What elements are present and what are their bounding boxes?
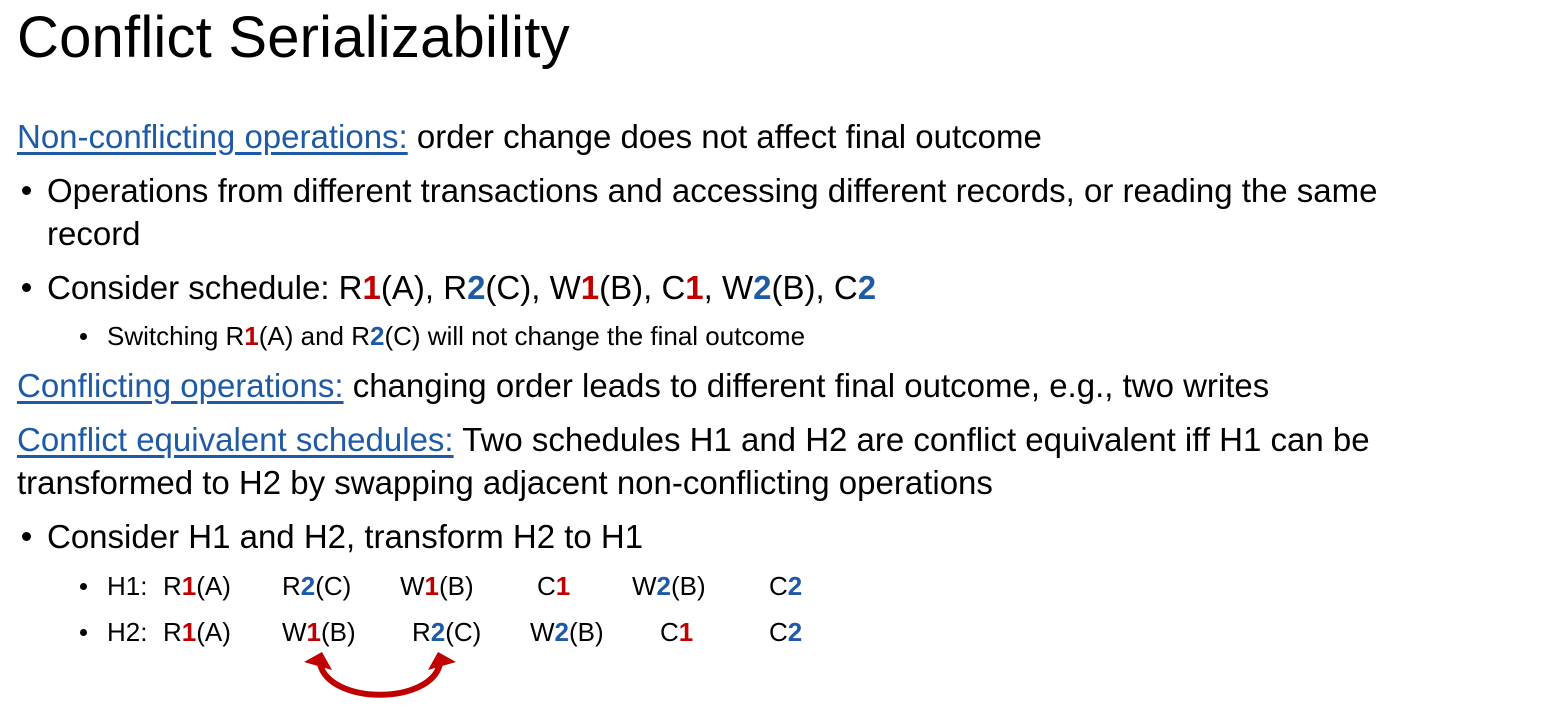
bullet-consider-h1-h2: Consider H1 and H2, transform H2 to H1 (47, 518, 644, 555)
slide-title: Conflict Serializability (17, 5, 570, 70)
h2-op: C1 (660, 617, 694, 647)
h1-op: R2(C) (282, 571, 352, 601)
txn1-number: 1 (580, 269, 600, 306)
equivalent-term: Conflict equivalent schedules: (17, 421, 454, 458)
sub-bullet-dot (80, 629, 87, 636)
h1-operation: R1(A) (163, 571, 231, 602)
h1-operation: W1(B) (400, 571, 474, 602)
nonconflicting-term: Non-conflicting operations: (17, 118, 408, 155)
txn1-number: 1 (362, 269, 381, 306)
h2-op: W1(B) (282, 617, 356, 647)
h2-op: R1(A) (163, 617, 231, 647)
h1-op: W1(B) (400, 571, 474, 601)
sub-bullet-dot (80, 583, 87, 590)
equivalent-desc-1: Two schedules H1 and H2 are conflict equ… (453, 421, 1370, 458)
schedule-op: W1(B) (549, 269, 644, 306)
bullet-dot (22, 283, 31, 292)
h2-operation: W1(B) (282, 617, 356, 648)
schedule-op: R2(C) (443, 269, 532, 306)
txn1-number: 1 (181, 571, 197, 601)
txn1-number: 1 (181, 617, 197, 647)
bullet-dot (22, 186, 31, 195)
h1-operation: C1 (537, 571, 570, 602)
schedule-prefix: Consider schedule: (47, 269, 339, 306)
txn1-number: 1 (244, 321, 259, 351)
schedule-op: C1 (661, 269, 704, 306)
txn2-number: 2 (554, 617, 570, 647)
sub-bullet-switching: Switching R1(A) and R2(C) will not chang… (107, 321, 805, 352)
h2-op: W2(B) (530, 617, 604, 647)
h1-operation: R2(C) (282, 571, 351, 602)
h1-label: H1: (107, 571, 148, 601)
bullet-consider-schedule: Consider schedule: R1(A), R2(C), W1(B), … (47, 269, 876, 307)
h2-operation: W2(B) (530, 617, 604, 648)
txn2-number: 2 (467, 269, 486, 306)
h1-op: W2(B) (632, 571, 706, 601)
txn2-number: 2 (787, 571, 803, 601)
h2-operation: R2(C) (412, 617, 481, 648)
txn1-number: 1 (678, 617, 694, 647)
equivalent-definition-line2: transformed to H2 by swapping adjacent n… (17, 464, 993, 501)
txn1-number: 1 (685, 269, 704, 306)
h2-operation: C1 (660, 617, 693, 648)
h1-operation: C2 (769, 571, 802, 602)
h2-label: H2: (107, 617, 148, 647)
txn1-number: 1 (424, 571, 440, 601)
txn1-number: 1 (555, 571, 571, 601)
schedule-op: W2(B) (721, 269, 816, 306)
equivalent-definition-line1: Conflict equivalent schedules: Two sched… (17, 421, 1370, 459)
txn2-number: 2 (857, 269, 877, 306)
switching-text-3: (C) will not change the final outcome (384, 321, 806, 351)
txn2-number: 2 (656, 571, 672, 601)
schedule-op: C2 (833, 269, 877, 306)
h2-op: R2(C) (412, 617, 482, 647)
txn2-number: 2 (300, 571, 316, 601)
txn2-number: 2 (370, 321, 385, 351)
h2-op: C2 (769, 617, 803, 647)
conflicting-term: Conflicting operations: (17, 367, 344, 404)
sub-bullet-dot (80, 333, 87, 340)
h2-operation: C2 (769, 617, 802, 648)
bullet-operations-line2: record (47, 215, 141, 252)
bullet-dot (22, 532, 31, 541)
conflicting-desc: changing order leads to different final … (343, 367, 1270, 404)
swap-arrow-icon (304, 652, 456, 698)
h1-op: C1 (537, 571, 571, 601)
schedule-ops: R1(A), R2(C), W1(B), C1, W2(B), C2 (338, 269, 877, 306)
txn2-number: 2 (430, 617, 446, 647)
h1-op: R1(A) (163, 571, 231, 601)
h1-operation: W2(B) (632, 571, 706, 602)
nonconflicting-definition: Non-conflicting operations: order change… (17, 118, 1042, 156)
txn2-number: 2 (787, 617, 803, 647)
conflicting-definition: Conflicting operations: changing order l… (17, 367, 1269, 405)
h2-operation: R1(A) (163, 617, 231, 648)
nonconflicting-desc: order change does not affect final outco… (407, 118, 1042, 155)
switching-text-1: Switching R (107, 321, 245, 351)
txn1-number: 1 (306, 617, 322, 647)
bullet-operations-line1: Operations from different transactions a… (47, 172, 1378, 209)
h1-op: C2 (769, 571, 803, 601)
switching-text-2: (A) and R (258, 321, 371, 351)
schedule-op: R1(A) (338, 269, 425, 306)
txn2-number: 2 (753, 269, 772, 306)
